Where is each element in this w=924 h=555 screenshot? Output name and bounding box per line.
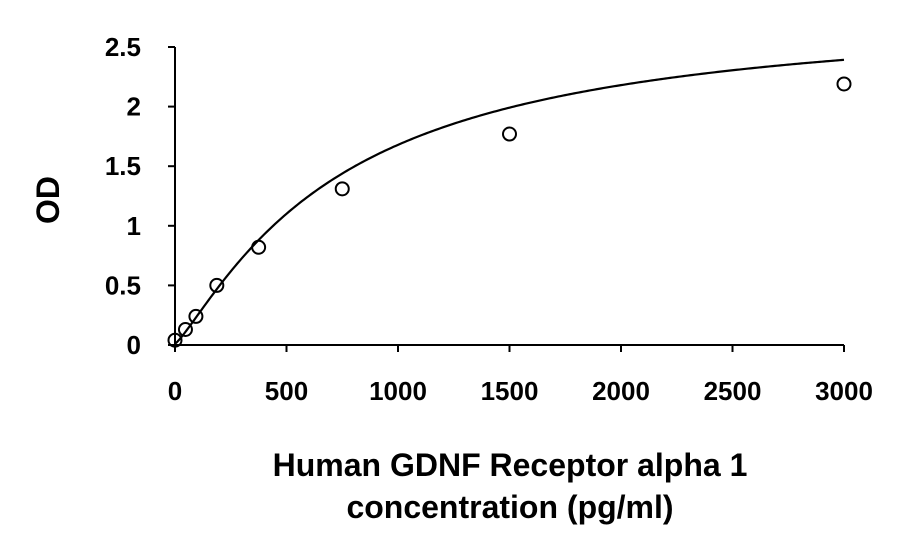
x-tick-label: 500 (265, 376, 308, 406)
x-tick-label: 1500 (481, 376, 539, 406)
x-tick-label: 3000 (815, 376, 873, 406)
x-tick-label: 0 (168, 376, 182, 406)
y-tick-label: 0 (127, 330, 141, 360)
fit-curve (174, 58, 845, 345)
x-tick-label: 2000 (592, 376, 650, 406)
ticks: 0 500 1000 1500 2000 2500 3000 0 0.5 1 1.5 2 2.5 (105, 32, 873, 406)
y-tick-label: 2 (127, 92, 141, 122)
fit-curve-group (174, 58, 845, 345)
data-point (167, 332, 183, 348)
data-point (251, 239, 267, 255)
x-tick-label: 2500 (704, 376, 762, 406)
data-point (188, 308, 204, 324)
x-axis-title-line-2: concentration (pg/ml) (346, 489, 673, 525)
data-point (836, 76, 852, 92)
data-points (167, 76, 852, 348)
data-point (502, 126, 517, 142)
axes (174, 47, 844, 346)
x-axis-title-line-1: Human GDNF Receptor alpha 1 (273, 447, 748, 483)
y-tick-label: 1.5 (105, 151, 141, 181)
y-tick-label: 0.5 (105, 270, 141, 300)
y-tick-label: 1 (127, 211, 141, 241)
y-tick-label: 2.5 (105, 32, 141, 62)
y-axis-title: OD (30, 176, 66, 224)
axis-titles: OD Human GDNF Receptor alpha 1 concentra… (30, 176, 747, 525)
data-point (209, 277, 225, 293)
data-point (177, 322, 193, 338)
x-tick-label: 1000 (369, 376, 427, 406)
data-point (334, 181, 350, 197)
